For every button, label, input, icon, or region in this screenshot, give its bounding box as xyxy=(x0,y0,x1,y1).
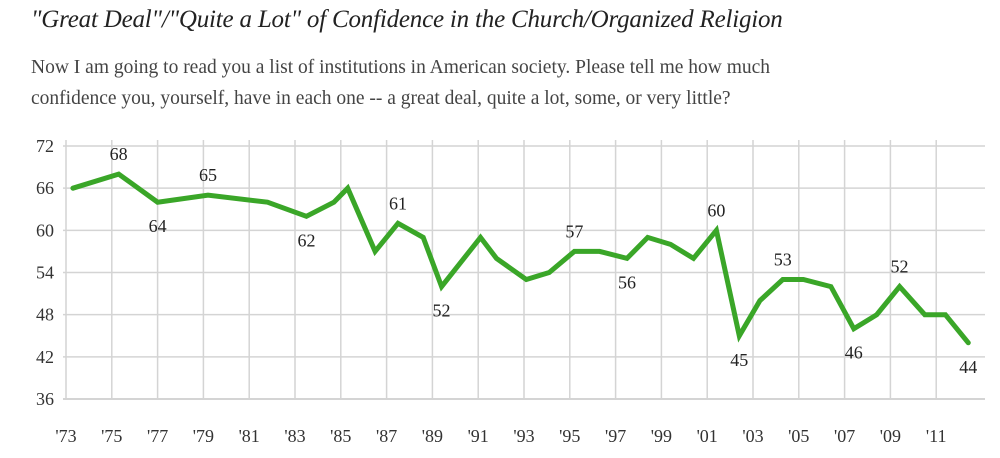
chart-title: "Great Deal"/"Quite a Lot" of Confidence… xyxy=(31,6,783,33)
data-label: 61 xyxy=(389,193,407,213)
x-tick-label: '83 xyxy=(284,426,305,446)
data-label: 52 xyxy=(891,257,909,277)
series-line xyxy=(70,171,971,346)
x-tick-label: '87 xyxy=(376,426,397,446)
x-tick-label: '01 xyxy=(697,426,718,446)
data-label: 44 xyxy=(959,357,977,377)
subtitle-line-2: confidence you, yourself, have in each o… xyxy=(31,88,731,109)
data-label: 53 xyxy=(774,250,792,270)
data-label: 65 xyxy=(199,165,217,185)
x-tick-label: '11 xyxy=(926,426,947,446)
x-tick-label: '73 xyxy=(55,426,76,446)
grid xyxy=(63,140,985,400)
data-label: 60 xyxy=(707,200,725,220)
x-tick-label: '95 xyxy=(559,426,580,446)
x-tick-label: '99 xyxy=(651,426,672,446)
data-labels: 68 64 65 62 61 52 57 56 60 45 53 46 52 44 xyxy=(110,144,978,377)
data-label: 64 xyxy=(149,216,167,236)
x-tick-label: '91 xyxy=(468,426,489,446)
y-tick-label: 72 xyxy=(36,136,54,156)
y-tick-label: 48 xyxy=(36,305,54,325)
y-tick-label: 54 xyxy=(36,263,54,283)
chart-subtitle: Now I am going to read you a list of ins… xyxy=(31,52,991,114)
x-tick-label: '07 xyxy=(834,426,855,446)
data-label: 62 xyxy=(297,230,315,250)
subtitle-line-1: Now I am going to read you a list of ins… xyxy=(31,57,771,78)
data-label: 46 xyxy=(845,343,863,363)
data-label: 57 xyxy=(565,221,583,241)
series-group xyxy=(70,171,971,346)
x-tick-label: '77 xyxy=(147,426,168,446)
x-tick-label: '03 xyxy=(742,426,763,446)
x-axis-ticks: '73 '75 '77 '79 '81 '83 '85 '87 '89 '91 '93 '95 '97 '… xyxy=(55,426,946,446)
data-label: 68 xyxy=(110,144,128,164)
x-tick-label: '05 xyxy=(788,426,809,446)
data-label: 52 xyxy=(433,301,451,321)
y-tick-label: 60 xyxy=(36,220,54,240)
x-tick-label: '97 xyxy=(605,426,626,446)
y-tick-label: 36 xyxy=(36,389,54,409)
data-label: 45 xyxy=(730,350,748,370)
x-tick-label: '93 xyxy=(513,426,534,446)
x-tick-label: '85 xyxy=(330,426,351,446)
x-tick-label: '89 xyxy=(422,426,443,446)
y-tick-label: 66 xyxy=(36,178,54,198)
x-tick-label: '09 xyxy=(880,426,901,446)
x-tick-label: '79 xyxy=(193,426,214,446)
y-tick-label: 42 xyxy=(36,347,54,367)
y-axis-ticks: 72 66 60 54 48 42 36 xyxy=(36,136,54,409)
x-tick-label: '75 xyxy=(101,426,122,446)
x-tick-label: '81 xyxy=(239,426,260,446)
data-label: 56 xyxy=(618,272,636,292)
